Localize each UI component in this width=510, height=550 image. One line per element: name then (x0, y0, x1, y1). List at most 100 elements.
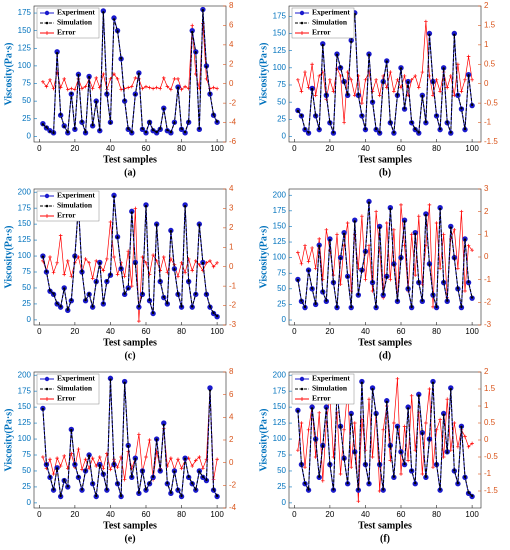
simulation-marker (428, 438, 431, 441)
simulation-marker (130, 211, 133, 214)
error-marker (62, 77, 67, 81)
simulation-marker (360, 381, 364, 385)
error-marker (370, 455, 375, 459)
legend-label: Simulation (57, 201, 93, 210)
error-marker (179, 87, 184, 92)
simulation-marker (183, 457, 187, 461)
error-marker (58, 464, 63, 468)
simulation-marker (187, 279, 190, 283)
simulation-marker (364, 127, 367, 131)
simulation-marker (198, 127, 201, 130)
simulation-marker (187, 120, 190, 123)
simulation-marker (389, 444, 392, 448)
simulation-marker (446, 299, 449, 302)
simulation-marker (314, 114, 317, 117)
simulation-marker (328, 462, 332, 466)
simulation-marker (191, 481, 194, 485)
legend-label: Error (57, 28, 76, 37)
simulation-marker (463, 475, 467, 478)
error-marker (299, 262, 304, 266)
simulation-marker (392, 131, 396, 134)
y-tick-label: 125 (273, 237, 287, 246)
error-marker (147, 438, 152, 442)
error-marker (445, 397, 450, 401)
caption: (f) (380, 533, 390, 544)
simulation-marker (360, 269, 364, 272)
simulation-marker (176, 86, 180, 89)
simulation-marker (321, 444, 324, 448)
simulation-marker (399, 451, 403, 454)
x-tick-label: 40 (106, 144, 115, 153)
simulation-marker (342, 457, 346, 461)
error-marker (161, 76, 166, 80)
y2-tick-label: -4 (229, 118, 237, 127)
error-marker (338, 74, 343, 78)
series-line (297, 14, 473, 134)
error-marker (41, 79, 45, 84)
simulation-marker (435, 305, 438, 309)
y2-tick-label: -0.5 (484, 452, 498, 461)
error-marker (310, 62, 314, 67)
simulation-marker (467, 74, 470, 77)
simulation-marker (307, 269, 310, 272)
simulation-marker (389, 207, 392, 211)
simulation-marker (130, 130, 133, 134)
error-marker (193, 458, 198, 463)
simulation-marker (215, 494, 219, 498)
error-marker (367, 243, 371, 248)
error-marker (424, 421, 428, 425)
y2-tick-label: 2 (229, 59, 234, 68)
y2-tick-label: -1.5 (484, 137, 498, 146)
y2-tick-label: 0 (484, 435, 489, 444)
error-marker (456, 445, 460, 449)
simulation-marker (80, 488, 84, 491)
error-marker (115, 272, 120, 277)
simulation-marker (314, 438, 317, 441)
x-axis-label: Test samples (103, 154, 157, 165)
simulation-marker (421, 432, 424, 435)
y2-tick-label: -2 (229, 480, 237, 489)
y-tick-label: 50 (277, 97, 286, 106)
legend-marker (300, 397, 304, 401)
simulation-marker (410, 305, 413, 309)
simulation-marker (335, 53, 339, 56)
simulation-marker (127, 127, 130, 130)
legend-label: Error (312, 394, 331, 403)
simulation-marker (194, 51, 197, 54)
y-tick-label: 200 (18, 370, 32, 379)
simulation-marker (169, 229, 173, 233)
error-marker (463, 78, 467, 82)
x-tick-label: 100 (210, 327, 224, 336)
simulation-marker (119, 494, 123, 498)
caption: (e) (124, 533, 135, 544)
simulation-marker (382, 81, 385, 84)
simulation-marker (296, 109, 300, 113)
simulation-marker (201, 261, 205, 265)
legend-label: Simulation (57, 384, 93, 393)
simulation-marker (367, 481, 371, 485)
y2-tick-label: -1 (229, 281, 237, 290)
simulation-marker (205, 478, 208, 482)
simulation-marker (307, 488, 310, 491)
x-tick-label: 20 (325, 144, 334, 153)
simulation-marker (212, 488, 215, 491)
error-marker (392, 89, 396, 94)
error-marker (328, 78, 332, 82)
simulation-marker (396, 299, 399, 302)
simulation-marker (55, 52, 59, 55)
y2-tick-label: -1.5 (484, 486, 498, 495)
simulation-marker (73, 127, 77, 130)
error-marker (83, 457, 88, 462)
simulation-marker (406, 81, 410, 84)
simulation-marker (48, 475, 52, 478)
simulation-marker (321, 43, 324, 47)
error-marker (208, 259, 212, 263)
y-tick-label: 175 (18, 386, 32, 395)
error-marker (441, 455, 446, 459)
error-marker (360, 101, 364, 105)
legend-label: Experiment (57, 8, 95, 17)
simulation-marker (406, 407, 410, 410)
legend-marker (44, 10, 50, 16)
simulation-marker (470, 494, 474, 498)
error-marker (105, 257, 109, 261)
